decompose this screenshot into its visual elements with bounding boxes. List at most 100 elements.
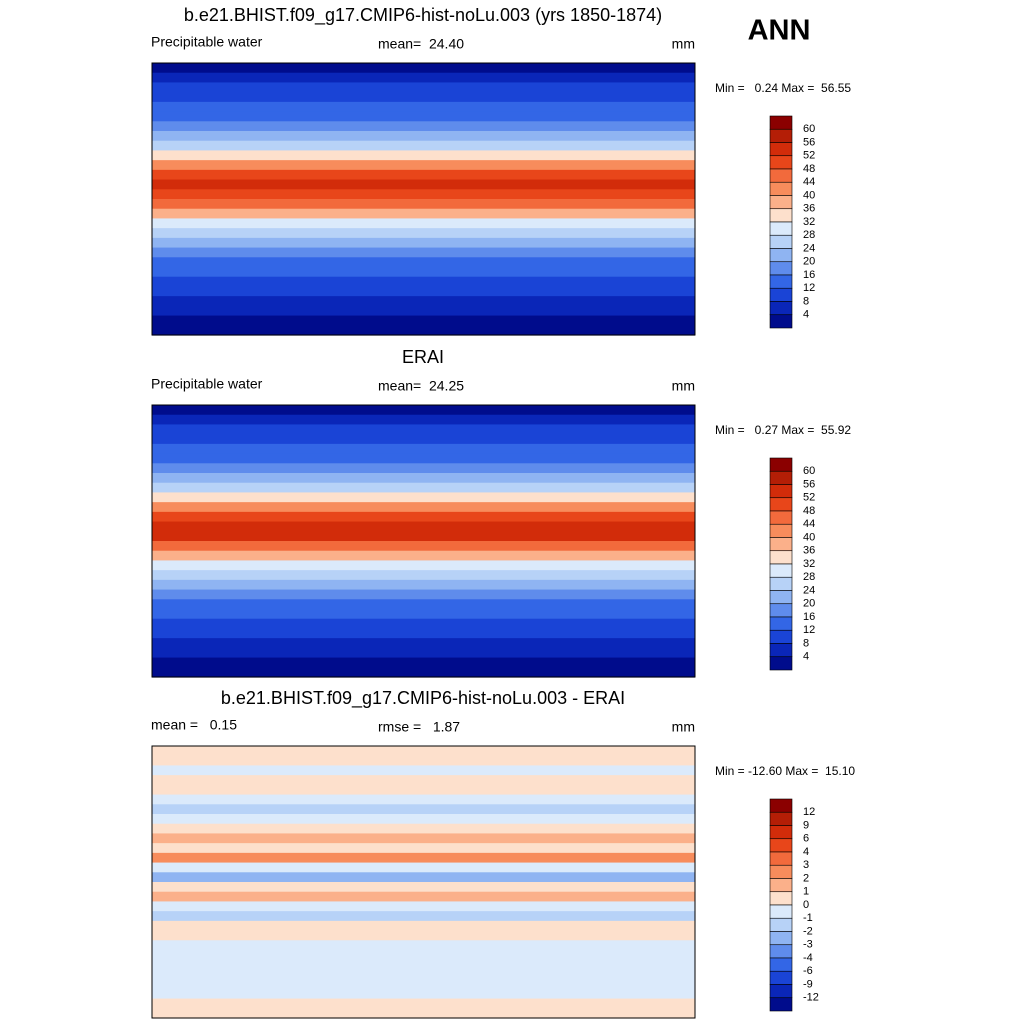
map-fill: [152, 237, 695, 249]
colorbar-box: [769, 181, 793, 196]
map-fill: [152, 131, 695, 142]
colorbar-label: 4: [803, 309, 809, 321]
colorbar-label: 8: [803, 637, 809, 649]
colorbar-label: 12: [803, 282, 815, 294]
colorbar-box: [769, 314, 793, 329]
colorbar-box: [769, 168, 793, 183]
colorbar-label: 36: [803, 203, 815, 215]
map-fill: [152, 667, 695, 678]
map-fill: [152, 833, 695, 844]
panel-title: b.e21.BHIST.f09_g17.CMIP6-hist-noLu.003 …: [184, 5, 662, 26]
map-fill: [152, 63, 695, 74]
map-fill: [152, 296, 695, 307]
map-fill: [152, 247, 695, 258]
map-fill: [152, 570, 695, 581]
colorbar-label: 24: [803, 584, 815, 596]
map-fill: [152, 794, 695, 805]
left-string: Precipitable water: [151, 34, 263, 50]
map-fill: [152, 424, 695, 435]
colorbar-label: 52: [803, 492, 815, 504]
colorbar-label: 56: [803, 136, 815, 148]
colorbar-label: 32: [803, 558, 815, 570]
left-string: mean = 0.15: [151, 717, 237, 733]
map-fill: [152, 140, 695, 152]
map-fill: [152, 286, 695, 297]
map-fill: [152, 218, 695, 229]
map-fill: [152, 405, 695, 416]
map-fill: [152, 823, 695, 835]
colorbar-box: [769, 878, 793, 893]
map-fill: [152, 959, 695, 971]
colorbar-box: [769, 997, 793, 1012]
min-max-stats: Min = 0.24 Max = 56.55: [715, 81, 851, 95]
map-fill: [152, 775, 695, 786]
colorbar-label: 44: [803, 518, 815, 530]
map-fill: [152, 482, 695, 494]
colorbar-label: 20: [803, 256, 815, 268]
map-frame: [151, 62, 696, 336]
colorbar-label: -2: [803, 925, 813, 937]
map-fill: [152, 618, 695, 630]
map-fill: [152, 579, 695, 591]
colorbar-box: [769, 811, 793, 826]
map-fill: [152, 657, 695, 668]
map-fill: [152, 765, 695, 776]
map-fill: [152, 609, 695, 620]
min-max-stats: Min = 0.27 Max = 55.92: [715, 423, 851, 437]
map-fill: [152, 930, 695, 941]
colorbar-box: [769, 261, 793, 276]
colorbar-box: [769, 851, 793, 866]
map-fill: [152, 911, 695, 922]
colorbar-box: [769, 274, 793, 289]
left-string: Precipitable water: [151, 376, 263, 392]
map-fill: [152, 325, 695, 336]
map-fill: [152, 121, 695, 132]
colorbar-label: 8: [803, 295, 809, 307]
colorbar-box: [769, 142, 793, 157]
map-fill: [152, 531, 695, 542]
right-string: mm: [672, 719, 695, 735]
map-fill: [152, 988, 695, 1000]
colorbar-label: 16: [803, 269, 815, 281]
map-fill: [152, 443, 695, 455]
colorbar-label: 3: [803, 859, 809, 871]
colorbar-box: [769, 891, 793, 906]
colorbar-label: 52: [803, 150, 815, 162]
colorbar-box: [769, 957, 793, 972]
map-fill: [152, 189, 695, 200]
map-fill: [152, 969, 695, 980]
map-fill: [152, 950, 695, 961]
map-fill: [152, 82, 695, 93]
colorbar-box: [769, 643, 793, 658]
min-max-stats: Min = -12.60 Max = 15.10: [715, 764, 855, 778]
colorbar-box: [769, 550, 793, 565]
colorbar-box: [769, 970, 793, 985]
colorbar-label: 40: [803, 189, 815, 201]
map-fill: [152, 1008, 695, 1019]
map-fill: [152, 276, 695, 288]
map-fill: [152, 998, 695, 1009]
colorbar-box: [769, 563, 793, 578]
map-fill: [152, 638, 695, 649]
center-string: rmse = 1.87: [378, 719, 460, 735]
colorbar-box: [769, 301, 793, 316]
colorbar-label: 9: [803, 819, 809, 831]
map-fill: [152, 257, 695, 268]
map-fill: [152, 199, 695, 210]
map-fill: [152, 872, 695, 883]
map-fill: [152, 589, 695, 600]
colorbar-box: [769, 155, 793, 170]
colorbar-label: 48: [803, 505, 815, 517]
colorbar-label: -9: [803, 978, 813, 990]
map-fill: [152, 882, 695, 893]
map-fill: [152, 541, 695, 552]
panel-title: ERAI: [402, 347, 444, 367]
map-frame: [151, 404, 696, 678]
colorbar-box: [769, 944, 793, 959]
map-fill: [152, 599, 695, 610]
map-fill: [152, 843, 695, 854]
colorbar-box: [769, 825, 793, 840]
colorbar-label: 60: [803, 123, 815, 135]
map-fill: [152, 502, 695, 513]
colorbar-box: [769, 523, 793, 538]
